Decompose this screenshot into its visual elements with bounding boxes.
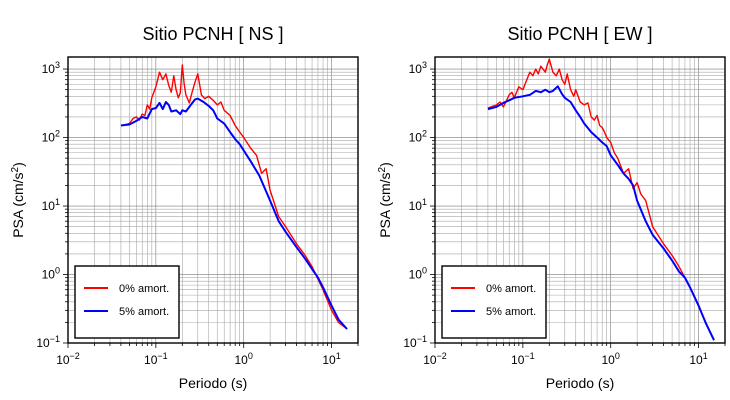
series-line-5-amort- [487,85,715,341]
x-tick-label: 101 [689,351,707,367]
x-tick-label: 10−2 [56,351,80,367]
grid [67,57,359,344]
y-tick-label: 103 [42,60,60,76]
x-axis-label: Periodo (s) [179,375,247,391]
y-tick-label: 100 [409,266,427,282]
chart-title: Sitio PCNH [ NS ] [142,24,283,44]
axis-ticks [63,68,359,348]
y-tick-label: 102 [42,129,60,145]
x-tick-label: 10−2 [423,351,447,367]
plot-frame [434,56,726,344]
series-line-0-amort- [487,58,715,341]
x-tick-label: 10−1 [511,351,535,367]
y-tick-label: 10−1 [36,334,60,350]
legend-label: 5% amort. [486,306,536,318]
chart-title: Sitio PCNH [ EW ] [507,24,652,44]
x-axis-label: Periodo (s) [546,375,614,391]
y-axis-label: PSA (cm/s2) [377,162,393,238]
y-tick-label: 10−1 [403,334,427,350]
legend-box [74,265,180,339]
plot-frame [67,56,359,344]
y-tick-label: 100 [42,266,60,282]
legend: 0% amort. 5% amort. [441,265,547,339]
x-tick-label: 101 [322,351,340,367]
x-tick-label: 100 [602,351,620,367]
y-tick-label: 102 [409,129,427,145]
y-tick-label: 103 [409,60,427,76]
y-axis-label: PSA (cm/s2) [10,162,26,238]
legend: 0% amort. 5% amort. [74,265,180,339]
x-tick-label: 10−1 [144,351,168,367]
legend-label: 0% amort. [119,283,169,295]
series-line-5-amort- [120,97,348,330]
y-tick-label: 101 [409,197,427,213]
axis-ticks [430,68,726,348]
legend-box [441,265,547,339]
series-line-0-amort- [120,64,348,330]
x-tick-label: 100 [235,351,253,367]
legend-label: 5% amort. [119,306,169,318]
legend-label: 0% amort. [486,283,536,295]
y-tick-label: 101 [42,197,60,213]
